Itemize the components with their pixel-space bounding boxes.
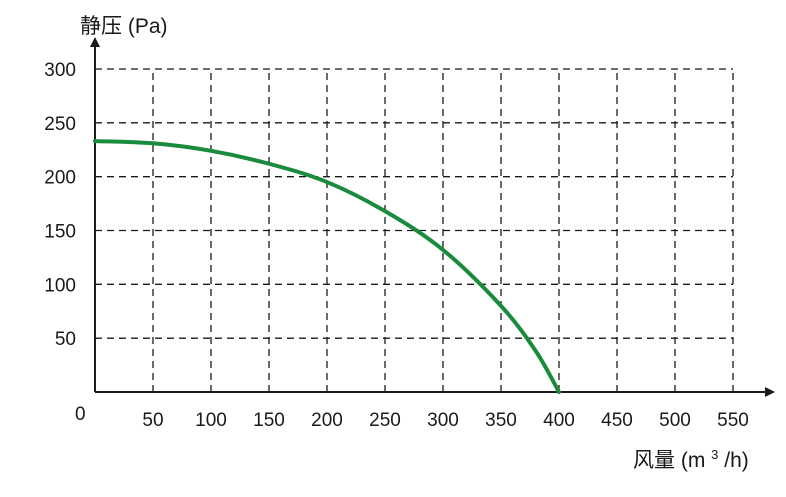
- series: [93, 139, 561, 394]
- y-tick-label: 200: [44, 168, 76, 189]
- x-axis-title-prefix: 风量 (m: [633, 449, 705, 472]
- x-tick-label: 300: [427, 410, 459, 431]
- x-tick-label: 450: [601, 410, 633, 431]
- x-tick-label: 50: [142, 410, 163, 431]
- y-tick-label: 150: [44, 222, 76, 243]
- y-axis-title: 静压 (Pa): [80, 15, 168, 38]
- x-tick-label: 400: [543, 410, 575, 431]
- y-tick-label: 300: [44, 60, 76, 81]
- y-tick-label: 100: [44, 275, 76, 296]
- x-tick-labels: 50 100 150 200 250 300 350 400 450 500 550: [142, 410, 748, 431]
- y-tick-labels: 50 100 150 200 250 300: [44, 60, 76, 350]
- x-tick-label: 100: [195, 410, 227, 431]
- x-axis-title: 风量 (m 3 /h): [633, 441, 749, 472]
- axes: [90, 37, 775, 397]
- origin-label: 0: [75, 404, 86, 425]
- x-tick-label: 200: [311, 410, 343, 431]
- x-tick-label: 350: [485, 410, 517, 431]
- x-tick-label: 150: [253, 410, 285, 431]
- x-tick-label: 550: [717, 410, 749, 431]
- x-axis-title-superscript: 3: [711, 447, 718, 462]
- x-tick-label: 500: [659, 410, 691, 431]
- series-line: [93, 139, 561, 394]
- x-tick-label: 250: [369, 410, 401, 431]
- y-tick-label: 50: [55, 329, 76, 350]
- x-axis-title-suffix: /h): [724, 449, 749, 472]
- y-tick-label: 250: [44, 114, 76, 135]
